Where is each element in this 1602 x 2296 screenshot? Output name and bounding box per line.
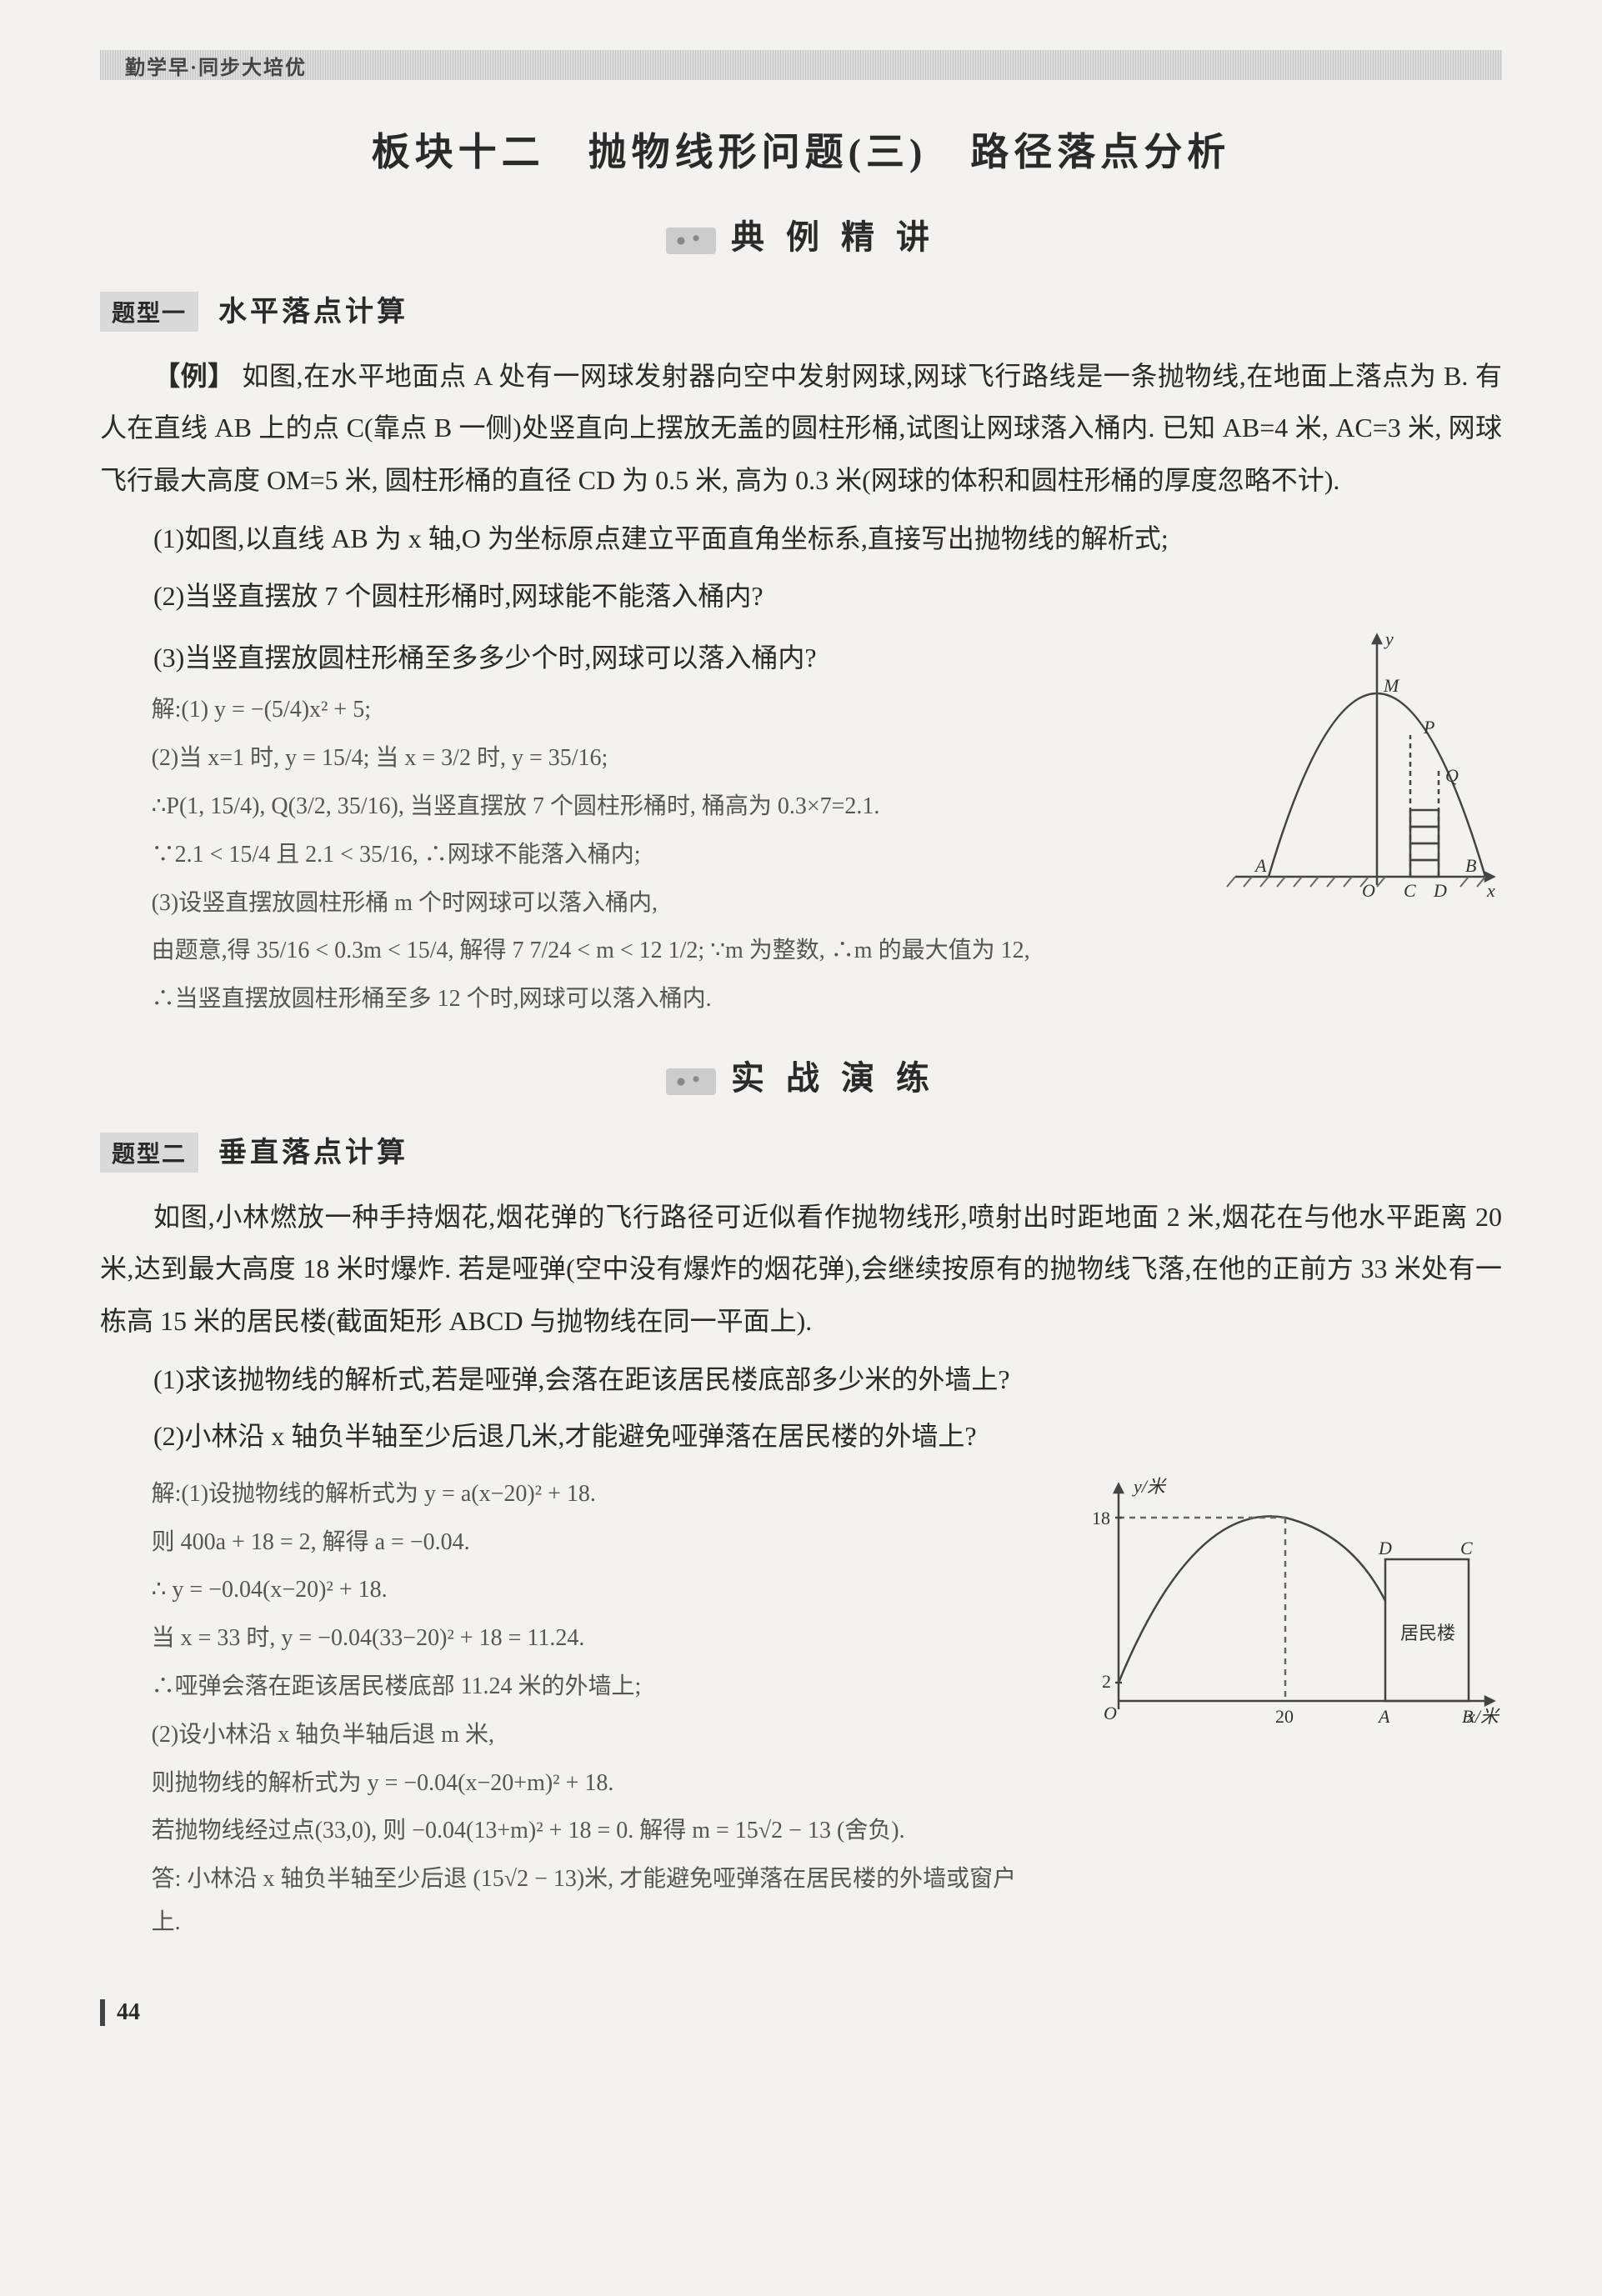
type2-sol-and-figure: 解:(1)设抛物线的解析式为 y = a(x−20)² + 18. 则 400a… xyxy=(100,1468,1502,1949)
fig1-M: M xyxy=(1383,675,1400,696)
type1-sol2a: (2)当 x=1 时, y = 15/4; 当 x = 3/2 时, y = 3… xyxy=(152,737,1194,780)
chapter-title: 板块十二 抛物线形问题(三) 路径落点分析 xyxy=(100,122,1502,177)
type2-sol1e: ∴哑弹会落在距该居民楼底部 11.24 米的外墙上; xyxy=(152,1665,1044,1708)
fig1-A: A xyxy=(1254,855,1267,876)
type1-name: 水平落点计算 xyxy=(218,288,408,329)
fig2-C: C xyxy=(1460,1538,1473,1558)
type2-text-col: 解:(1)设抛物线的解析式为 y = a(x−20)² + 18. 则 400a… xyxy=(100,1468,1044,1949)
fig2-18: 18 xyxy=(1092,1508,1110,1528)
type1-row: 题型一 水平落点计算 xyxy=(100,288,1502,332)
type2-q2: (2)小林沿 x 轴负半轴至少后退几米,才能避免哑弹落在居民楼的外墙上? xyxy=(100,1410,1502,1462)
fig1-C: C xyxy=(1404,880,1416,901)
fig2-O: O xyxy=(1104,1703,1117,1723)
type2-name: 垂直落点计算 xyxy=(218,1129,408,1170)
fig2-A: A xyxy=(1377,1706,1390,1727)
type2-sol2b: 则抛物线的解析式为 y = −0.04(x−20+m)² + 18. xyxy=(152,1762,1044,1805)
type1-stem: 【例】 如图,在水平地面点 A 处有一网球发射器向空中发射网球,网球飞行路线是一… xyxy=(100,350,1502,506)
type2-sol2a: (2)设小林沿 x 轴负半轴后退 m 米, xyxy=(152,1713,1044,1757)
type2-q1: (1)求该抛物线的解析式,若是哑弹,会落在距该居民楼底部多少米的外墙上? xyxy=(100,1353,1502,1405)
page-number: 44 xyxy=(100,1999,167,2026)
series-title: 勤学早·同步大培优 xyxy=(125,51,307,80)
fig2-20: 20 xyxy=(1275,1706,1294,1727)
type1-q3-and-figure: (3)当竖直摆放圆柱形桶至多多少个时,网球可以落入桶内? 解:(1) y = −… xyxy=(100,627,1502,1026)
fig2-house: 居民楼 xyxy=(1400,1623,1455,1643)
example-label: 【例】 xyxy=(153,361,235,391)
fig1-Q: Q xyxy=(1445,765,1459,786)
type2-sol2c: 若抛物线经过点(33,0), 则 −0.04(13+m)² + 18 = 0. … xyxy=(152,1809,1044,1853)
type2-sol1a: 解:(1)设抛物线的解析式为 y = a(x−20)² + 18. xyxy=(152,1473,1044,1516)
type2-sol1c: ∴ y = −0.04(x−20)² + 18. xyxy=(152,1568,1044,1612)
figure2-svg: y/米 x/米 18 2 20 O A B D C 居民楼 xyxy=(1069,1468,1502,1743)
figure1-svg: y x M P Q A B O C D xyxy=(1219,627,1502,927)
type1-q2: (2)当竖直摆放 7 个圆柱形桶时,网球能不能落入桶内? xyxy=(100,570,1502,622)
type1-q3: (3)当竖直摆放圆柱形桶至多多少个时,网球可以落入桶内? xyxy=(100,632,1194,683)
type1-stem-text: 如图,在水平地面点 A 处有一网球发射器向空中发射网球,网球飞行路线是一条抛物线… xyxy=(100,361,1502,495)
type2-sol1b: 则 400a + 18 = 2, 解得 a = −0.04. xyxy=(152,1521,1044,1564)
figure2-wrap: y/米 x/米 18 2 20 O A B D C 居民楼 xyxy=(1069,1468,1502,1743)
fig1-P: P xyxy=(1423,717,1434,738)
type1-tag: 题型一 xyxy=(100,292,198,332)
section-heading-practice: 实 战 演 练 xyxy=(100,1051,1502,1099)
fig1-B: B xyxy=(1465,855,1476,876)
type2-row: 题型二 垂直落点计算 xyxy=(100,1129,1502,1173)
type2-stem: 如图,小林燃放一种手持烟花,烟花弹的飞行路径可近似看作抛物线形,喷射出时距地面 … xyxy=(100,1191,1502,1347)
type1-sol2b: ∴P(1, 15/4), Q(3/2, 35/16), 当竖直摆放 7 个圆柱形… xyxy=(152,785,1194,828)
type1-sol3a: (3)设竖直摆放圆柱形桶 m 个时网球可以落入桶内, xyxy=(152,882,1194,925)
fig2-D: D xyxy=(1378,1538,1392,1558)
type1-sol3c: ∴当竖直摆放圆柱形桶至多 12 个时,网球可以落入桶内. xyxy=(152,978,1194,1021)
type1-sol2c: ∵2.1 < 15/4 且 2.1 < 35/16, ∴网球不能落入桶内; xyxy=(152,833,1194,877)
fig1-x: x xyxy=(1486,880,1495,901)
fig1-D: D xyxy=(1433,880,1447,901)
type2-sol1d: 当 x = 33 时, y = −0.04(33−20)² + 18 = 11.… xyxy=(152,1617,1044,1660)
section-heading-examples: 典 例 精 讲 xyxy=(100,210,1502,258)
fig2-2: 2 xyxy=(1102,1671,1111,1692)
type1-sol1: 解:(1) y = −(5/4)x² + 5; xyxy=(152,688,1194,732)
type1-q1: (1)如图,以直线 AB 为 x 轴,O 为坐标原点建立平面直角坐标系,直接写出… xyxy=(100,513,1502,564)
fig2-yaxis: y/米 xyxy=(1132,1476,1167,1497)
figure1-wrap: y x M P Q A B O C D xyxy=(1219,627,1502,927)
fig2-B: B xyxy=(1462,1706,1473,1727)
type2-sol2d: 答: 小林沿 x 轴负半轴至少后退 (15√2 − 13)米, 才能避免哑弹落在… xyxy=(152,1858,1044,1944)
type1-text-col: (3)当竖直摆放圆柱形桶至多多少个时,网球可以落入桶内? 解:(1) y = −… xyxy=(100,627,1194,1026)
type2-tag: 题型二 xyxy=(100,1133,198,1173)
type1-sol3b: 由题意,得 35/16 < 0.3m < 15/4, 解得 7 7/24 < m… xyxy=(152,929,1194,973)
fig1-y: y xyxy=(1384,628,1394,649)
series-header-band: 勤学早·同步大培优 xyxy=(100,50,1502,80)
fig1-O: O xyxy=(1362,880,1375,901)
